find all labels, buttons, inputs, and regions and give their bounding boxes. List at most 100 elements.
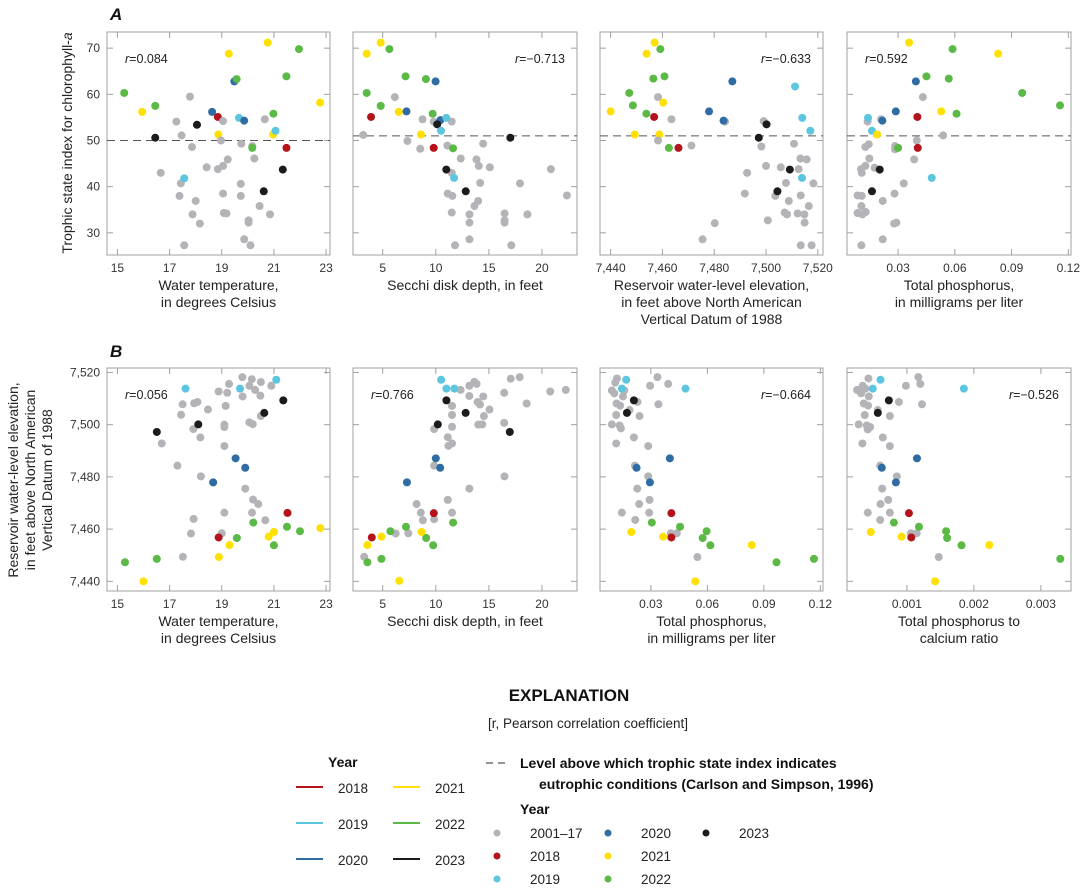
data-point-2001–17 bbox=[261, 516, 270, 525]
data-point-2021 bbox=[214, 130, 223, 139]
data-point-2023 bbox=[873, 408, 882, 417]
data-point-2021 bbox=[897, 532, 906, 541]
data-point-2001–17 bbox=[472, 155, 481, 164]
data-point-2021 bbox=[655, 130, 664, 139]
data-point-2001–17 bbox=[857, 202, 866, 211]
legend-dot-2022 bbox=[604, 875, 612, 883]
data-point-2021 bbox=[937, 107, 946, 116]
data-point-2020 bbox=[209, 478, 218, 487]
data-point-2023 bbox=[875, 165, 884, 174]
data-point-2023 bbox=[259, 187, 268, 196]
data-point-2021 bbox=[659, 98, 668, 107]
data-point-2001–17 bbox=[221, 401, 230, 410]
data-point-2001–17 bbox=[412, 500, 421, 509]
data-point-2001–17 bbox=[219, 117, 228, 126]
r-symbol: r bbox=[1009, 388, 1014, 402]
data-point-2021 bbox=[316, 98, 325, 107]
data-point-2001–17 bbox=[654, 400, 663, 409]
legend-dot-label: 2018 bbox=[530, 849, 560, 864]
data-point-2001–17 bbox=[443, 495, 452, 504]
data-point-2019 bbox=[272, 375, 281, 384]
x-axis-label: in feet above North American bbox=[621, 294, 802, 310]
data-point-2001–17 bbox=[804, 202, 813, 211]
data-point-2021 bbox=[747, 541, 756, 550]
data-point-2001–17 bbox=[418, 516, 427, 525]
plot-frame bbox=[846, 31, 1072, 256]
x-tick-label: 0.09 bbox=[752, 597, 776, 611]
data-point-2001–17 bbox=[796, 241, 805, 250]
data-point-2001–17 bbox=[782, 210, 791, 219]
data-point-2001–17 bbox=[794, 165, 803, 174]
data-point-2001–17 bbox=[740, 189, 749, 198]
data-point-2022 bbox=[698, 533, 707, 542]
data-point-2001–17 bbox=[180, 241, 189, 250]
data-point-2019 bbox=[442, 384, 451, 393]
data-point-2001–17 bbox=[885, 442, 894, 451]
y-tick-label: 7,520 bbox=[70, 365, 100, 379]
data-point-2001–17 bbox=[878, 484, 887, 493]
data-point-2020 bbox=[877, 463, 886, 472]
data-point-2022 bbox=[232, 75, 241, 84]
data-point-2022 bbox=[152, 554, 161, 563]
data-point-2001–17 bbox=[254, 500, 263, 509]
data-point-2001–17 bbox=[177, 410, 186, 419]
data-point-2018 bbox=[913, 143, 922, 152]
x-tick-label: 21 bbox=[267, 261, 281, 275]
data-point-2001–17 bbox=[248, 508, 257, 517]
x-axis-label: Vertical Datum of 1988 bbox=[641, 311, 783, 327]
data-point-2023 bbox=[629, 396, 638, 405]
legend-dot-label: 2020 bbox=[641, 826, 671, 841]
data-point-2001–17 bbox=[216, 136, 225, 145]
data-point-2001–17 bbox=[241, 484, 250, 493]
correlation-label: r=−0.633 bbox=[761, 52, 811, 66]
data-point-2001–17 bbox=[864, 392, 873, 401]
panel-b-1: 7,440 7,460 7,480 7,500 7,520 15 17 19 21 23 r=0.0… bbox=[70, 365, 333, 646]
x-axis-label: Water temperature, bbox=[158, 277, 278, 293]
y-tick-label: 7,480 bbox=[70, 470, 100, 484]
data-point-2001–17 bbox=[857, 389, 866, 398]
data-point-2019 bbox=[236, 384, 245, 393]
explanation-subtitle: [r, Pearson correlation coefficient] bbox=[488, 716, 688, 731]
data-point-2001–17 bbox=[479, 412, 488, 421]
data-point-2021 bbox=[138, 107, 147, 116]
data-point-2001–17 bbox=[885, 508, 894, 517]
data-point-2022 bbox=[282, 522, 291, 531]
data-point-2021 bbox=[691, 577, 700, 586]
data-point-2019 bbox=[959, 384, 968, 393]
data-point-2022 bbox=[249, 518, 258, 527]
legend-dot-label: 2023 bbox=[739, 826, 769, 841]
r-symbol: r bbox=[761, 52, 766, 66]
data-point-2001–17 bbox=[222, 209, 231, 218]
data-point-2019 bbox=[868, 384, 877, 393]
data-point-2019 bbox=[798, 173, 807, 182]
legend-dot-label: 2019 bbox=[530, 872, 560, 887]
data-point-2001–17 bbox=[416, 508, 425, 517]
data-point-2001–17 bbox=[693, 553, 702, 562]
data-point-2022 bbox=[660, 72, 669, 81]
data-point-2001–17 bbox=[443, 433, 452, 442]
plot-frame bbox=[106, 367, 331, 592]
data-point-2023 bbox=[785, 165, 794, 174]
data-point-2022 bbox=[422, 533, 431, 542]
data-point-2020 bbox=[728, 77, 737, 86]
legend-line-label: 2023 bbox=[435, 853, 465, 868]
r-value: =−0.526 bbox=[1013, 388, 1059, 402]
data-point-2018 bbox=[913, 112, 922, 121]
data-point-2019 bbox=[798, 113, 807, 122]
data-point-2001–17 bbox=[193, 397, 202, 406]
data-point-2022 bbox=[232, 533, 241, 542]
data-point-2022 bbox=[625, 88, 634, 97]
data-point-2001–17 bbox=[195, 219, 204, 228]
data-point-2001–17 bbox=[260, 115, 269, 124]
data-point-2022 bbox=[772, 558, 781, 567]
x-tick-label: 15 bbox=[111, 261, 125, 275]
data-point-2020 bbox=[912, 454, 921, 463]
x-axis-label: calcium ratio bbox=[920, 630, 999, 646]
data-point-2001–17 bbox=[225, 379, 234, 388]
data-point-2001–17 bbox=[240, 235, 249, 244]
data-point-2001–17 bbox=[188, 142, 197, 151]
data-point-2018 bbox=[367, 533, 376, 542]
data-point-2001–17 bbox=[456, 385, 465, 394]
data-point-2001–17 bbox=[500, 472, 509, 481]
data-point-2001–17 bbox=[616, 424, 625, 433]
